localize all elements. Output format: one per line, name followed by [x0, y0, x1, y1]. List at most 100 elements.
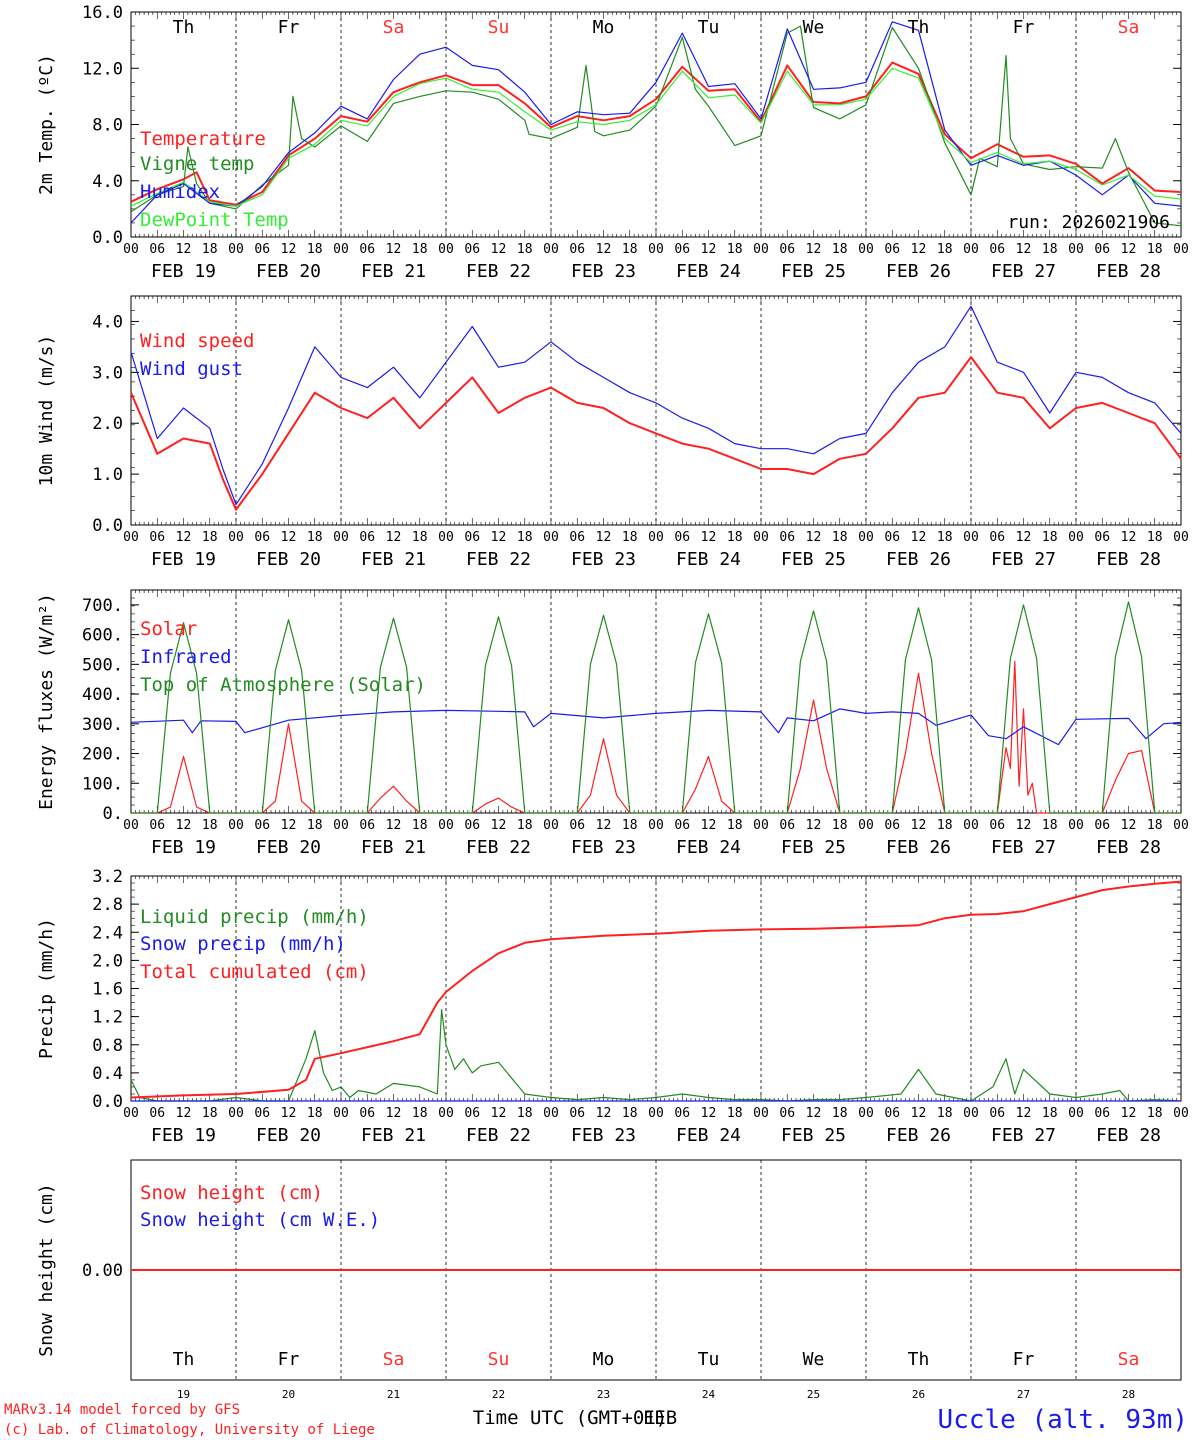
- x-hour-label: 18: [622, 242, 638, 257]
- x-hour-label: 12: [596, 1106, 612, 1121]
- x-hour-label: 18: [937, 242, 953, 257]
- x-hour-label: 06: [359, 818, 375, 833]
- day-number-label: 23: [597, 1388, 610, 1401]
- series-line-wind-speed: [130, 356, 1182, 511]
- x-hour-label: 00: [1173, 1106, 1189, 1121]
- day-number-label: 21: [387, 1388, 400, 1401]
- x-hour-label: 00: [648, 1106, 664, 1121]
- x-date-label: FEB 21: [361, 837, 426, 858]
- weekday-label: We: [803, 1349, 825, 1370]
- x-date-label: FEB 22: [466, 261, 531, 282]
- x-hour-label: 00: [438, 1106, 454, 1121]
- plot-frame: [130, 11, 1182, 238]
- x-hour-label: 06: [254, 242, 270, 257]
- x-hour-label: 18: [1147, 1106, 1163, 1121]
- weekday-label: Th: [173, 17, 195, 38]
- x-hour-label: 12: [806, 1106, 822, 1121]
- x-hour-label: 00: [858, 242, 874, 257]
- x-hour-label: 06: [989, 1106, 1005, 1121]
- x-hour-label: 12: [1016, 1106, 1032, 1121]
- x-hour-label: 00: [333, 242, 349, 257]
- y-tick-label: 0.0: [92, 228, 123, 248]
- x-hour-label: 00: [228, 1106, 244, 1121]
- x-hour-label: 00: [333, 818, 349, 833]
- x-hour-label: 12: [596, 818, 612, 833]
- x-hour-label: 06: [359, 242, 375, 257]
- x-hour-label: 18: [622, 1106, 638, 1121]
- x-hour-label: 12: [596, 530, 612, 545]
- x-hour-label: 18: [202, 1106, 218, 1121]
- legend-entry: Wind speed: [140, 330, 254, 352]
- y-tick-label: 400.: [82, 685, 123, 705]
- x-hour-label: 18: [832, 242, 848, 257]
- x-hour-label: 18: [517, 530, 533, 545]
- y-axis-title: 2m Temp. (ºC): [36, 54, 57, 195]
- x-hour-label: 18: [307, 818, 323, 833]
- y-axis-title: 10m Wind (m/s): [36, 335, 57, 487]
- x-hour-label: 00: [963, 818, 979, 833]
- x-hour-label: 06: [149, 818, 165, 833]
- x-hour-label: 00: [1068, 242, 1084, 257]
- x-hour-label: 12: [911, 530, 927, 545]
- x-hour-label: 18: [1147, 242, 1163, 257]
- x-hour-label: 06: [1094, 818, 1110, 833]
- model-credit: MARv3.14 model forced by GFS: [4, 1402, 240, 1418]
- weekday-label: Su: [488, 17, 510, 38]
- y-tick-label: 1.2: [92, 1008, 123, 1028]
- legend-entry: Liquid precip (mm/h): [140, 906, 369, 928]
- y-tick-label: 500.: [82, 655, 123, 675]
- x-hour-label: 00: [753, 242, 769, 257]
- x-date-label: FEB 24: [676, 837, 741, 858]
- series-line-total-cumulated-cm-: [130, 880, 1182, 1099]
- x-date-label: FEB 19: [151, 837, 216, 858]
- x-hour-label: 00: [1173, 242, 1189, 257]
- x-hour-label: 06: [149, 1106, 165, 1121]
- legend-entry: Snow height (cm W.E.): [140, 1209, 380, 1231]
- legend-entry: DewPoint Temp: [140, 209, 289, 231]
- y-tick-label: 12.0: [82, 59, 123, 79]
- x-hour-label: 12: [386, 242, 402, 257]
- x-hour-label: 06: [674, 818, 690, 833]
- x-hour-label: 18: [412, 530, 428, 545]
- x-hour-label: 12: [911, 242, 927, 257]
- weekday-label: Tu: [698, 17, 720, 38]
- day-number-label: 28: [1122, 1388, 1135, 1401]
- series-line-humidex: [130, 21, 1182, 224]
- weekday-label: Sa: [1118, 17, 1140, 38]
- x-hour-label: 12: [701, 530, 717, 545]
- legend-entry: Wind gust: [140, 358, 243, 380]
- y-tick-label: 16.0: [82, 3, 123, 23]
- series-line-solar: [131, 660, 1181, 814]
- station-label: Uccle (alt. 93m): [938, 1405, 1188, 1435]
- y-tick-label: 3.0: [92, 363, 123, 383]
- x-hour-label: 06: [779, 530, 795, 545]
- x-date-label: FEB 27: [991, 1125, 1056, 1146]
- x-date-label: FEB 25: [781, 837, 846, 858]
- x-hour-label: 12: [911, 818, 927, 833]
- x-hour-label: 06: [884, 1106, 900, 1121]
- y-tick-label: 0.0: [92, 516, 123, 536]
- x-hour-label: 18: [202, 530, 218, 545]
- x-date-label: FEB 25: [781, 1125, 846, 1146]
- y-tick-label: 100.: [82, 774, 123, 794]
- x-hour-label: 18: [937, 1106, 953, 1121]
- x-hour-label: 12: [386, 818, 402, 833]
- x-hour-label: 00: [648, 530, 664, 545]
- x-hour-label: 18: [202, 818, 218, 833]
- legend-entry: Vigne temp: [140, 153, 254, 175]
- x-hour-label: 00: [858, 818, 874, 833]
- x-hour-label: 00: [1068, 530, 1084, 545]
- x-date-label: FEB 27: [991, 261, 1056, 282]
- x-hour-label: 18: [412, 818, 428, 833]
- weekday-label: Th: [908, 17, 930, 38]
- x-hour-label: 06: [569, 818, 585, 833]
- x-date-label: FEB 19: [151, 261, 216, 282]
- y-tick-label: 600.: [82, 626, 123, 646]
- x-hour-label: 18: [517, 242, 533, 257]
- weekday-label: Fr: [1013, 1349, 1035, 1370]
- y-tick-label: 0.00: [82, 1261, 123, 1281]
- x-hour-label: 06: [884, 242, 900, 257]
- x-hour-label: 06: [254, 1106, 270, 1121]
- weekday-label: Sa: [383, 17, 405, 38]
- panel-3: 00 06 12 18 FEB 19 00 06 12 18 FEB 20 00 06 12 18 FEB …: [36, 589, 1189, 858]
